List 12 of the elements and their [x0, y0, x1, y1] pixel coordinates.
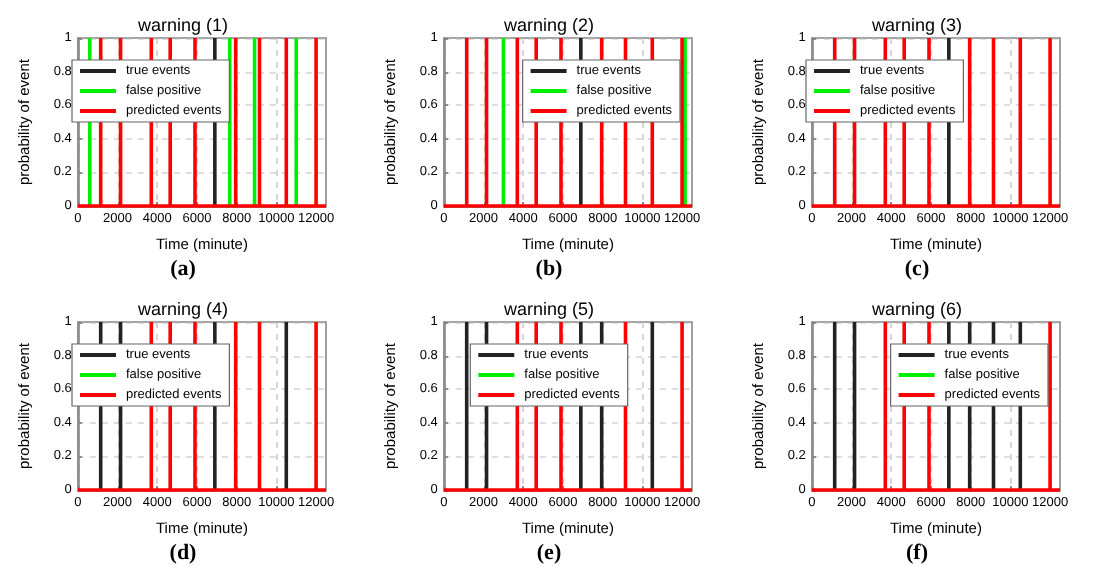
- chart-title: warning (4): [135, 298, 229, 318]
- text: (b): [536, 257, 564, 281]
- chart-title: warning (6): [869, 298, 962, 318]
- text: (d): [169, 540, 198, 564]
- chart-title: warning (5): [502, 298, 595, 318]
- chart-title: warning (3): [869, 15, 962, 35]
- text: (e): [537, 540, 563, 564]
- text: (a): [170, 257, 197, 281]
- chart-title: warning (2): [502, 15, 595, 35]
- text: (f): [905, 540, 928, 564]
- text: (c): [904, 257, 930, 281]
- chart-title: warning (1): [135, 15, 229, 35]
